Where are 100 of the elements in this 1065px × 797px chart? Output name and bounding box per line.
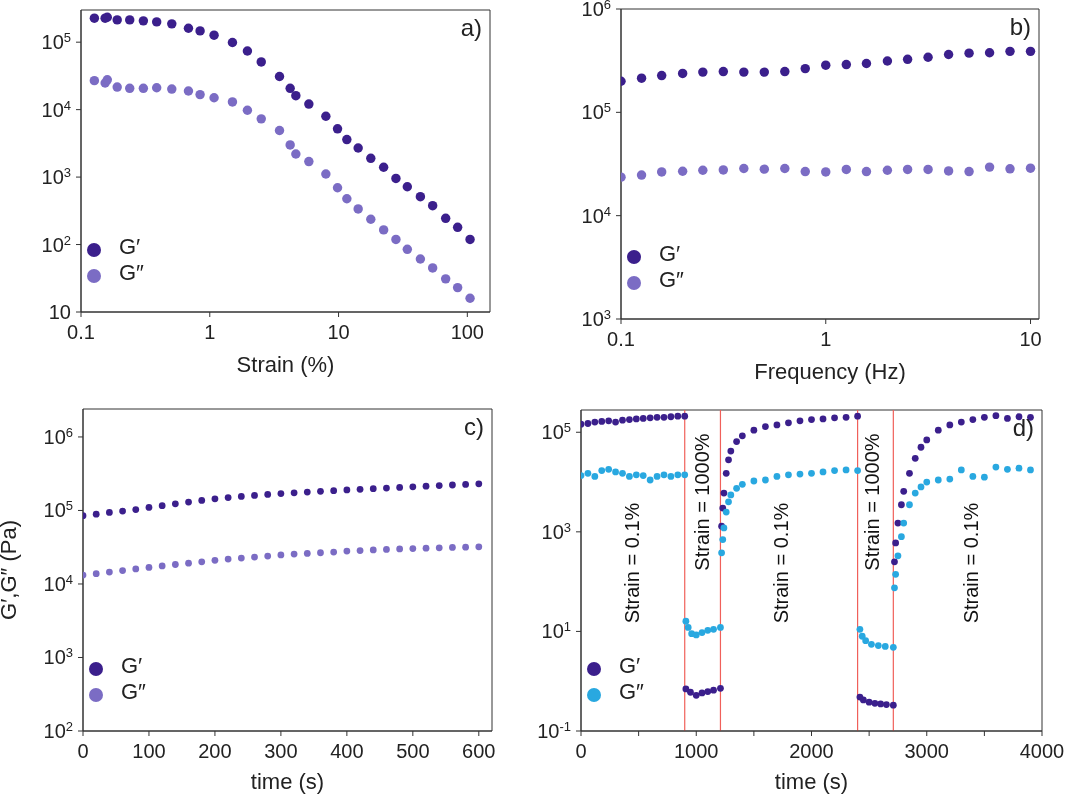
point: [106, 568, 113, 576]
y-tick-label: 10$^{3}$: [41, 164, 71, 189]
annotation: c): [464, 413, 484, 441]
point: [132, 506, 140, 513]
x-tick-label: 10: [327, 321, 350, 343]
x-axis-title: time (s): [774, 769, 849, 794]
point: [251, 492, 258, 499]
point: [435, 544, 443, 552]
y-tick-label: 10$^{6}$: [581, 0, 611, 20]
point: [1005, 46, 1015, 57]
point: [475, 480, 483, 488]
legend-label: G′: [619, 653, 641, 678]
x-axis-title: Strain (%): [236, 352, 335, 377]
point: [759, 164, 770, 174]
x-tick-label: 1: [204, 321, 216, 343]
x-tick-label: 1000: [674, 740, 719, 762]
point: [449, 481, 456, 489]
x-tick-label: 0.1: [607, 328, 635, 350]
point: [171, 500, 179, 508]
point: [145, 564, 153, 571]
annotation: Strain = 1000%: [690, 433, 714, 571]
x-tick-label: 600: [462, 740, 496, 762]
y-tick-label: 10$^{5}$: [43, 497, 73, 522]
point: [435, 482, 443, 489]
annotation: Strain = 1000%: [860, 433, 884, 571]
point: [330, 548, 338, 556]
point: [198, 497, 206, 504]
x-tick-label: 500: [396, 740, 430, 762]
point: [383, 484, 390, 492]
point: [656, 167, 667, 177]
point: [185, 559, 192, 567]
y-tick-label: 10$^{-1}$: [537, 718, 571, 742]
point: [383, 546, 390, 553]
point: [145, 504, 153, 511]
y-tick-label: 10$^{3}$: [541, 519, 571, 543]
x-axis-title: Frequency (Hz): [754, 359, 906, 384]
y-tick-label: 10$^{4}$: [41, 97, 71, 121]
point: [800, 63, 810, 74]
y-tick-label: 10$^{5}$: [581, 99, 611, 124]
y-tick-label: 10$^{3}$: [581, 306, 611, 330]
x-tick-label: 1: [820, 328, 832, 350]
point: [841, 59, 852, 70]
point: [211, 556, 219, 564]
point: [158, 562, 166, 570]
point: [677, 68, 688, 79]
point: [759, 67, 770, 77]
point: [677, 166, 688, 176]
point: [841, 164, 852, 175]
point: [984, 48, 995, 58]
point: [943, 166, 954, 176]
point: [356, 547, 364, 554]
y-tick-label: 10$^{3}$: [43, 644, 73, 669]
annotation: b): [1009, 13, 1031, 41]
point: [369, 485, 377, 493]
point: [698, 67, 708, 77]
y-tick-label: 10$^{4}$: [581, 203, 611, 227]
point: [475, 543, 483, 551]
point: [343, 486, 351, 494]
point: [277, 490, 285, 497]
point: [821, 167, 831, 177]
point: [409, 483, 417, 491]
y-tick-label: 10$^{2}$: [43, 718, 73, 742]
point: [861, 58, 872, 69]
x-axis-title: time (s): [250, 769, 325, 794]
x-tick-label: 300: [264, 740, 298, 762]
point: [698, 165, 708, 175]
point: [902, 164, 913, 175]
point: [237, 554, 245, 562]
x-tick-label: 0: [575, 740, 587, 762]
legend-label: G′: [659, 241, 681, 266]
point: [409, 545, 417, 552]
point: [290, 550, 298, 558]
x-tick-label: 0: [77, 740, 89, 762]
point: [396, 545, 404, 553]
annotation: Strain = 0.1%: [769, 503, 793, 624]
x-tick-label: 10: [1019, 328, 1042, 350]
point: [277, 551, 285, 559]
x-tick-label: 0.1: [67, 321, 95, 343]
point: [92, 510, 100, 518]
point: [422, 482, 430, 490]
point: [264, 491, 272, 498]
legend-label: G″: [121, 679, 146, 704]
point: [636, 170, 647, 180]
point: [317, 487, 324, 495]
point: [984, 162, 995, 172]
point: [198, 558, 206, 566]
point: [780, 66, 790, 77]
y-tick-label: 10$^{5}$: [41, 29, 71, 54]
point: [923, 52, 933, 62]
y-tick-label: 10$^{6}$: [43, 424, 73, 448]
point: [317, 549, 324, 557]
point: [780, 163, 790, 174]
point: [264, 552, 272, 560]
y-tick-label: 10$^{4}$: [43, 571, 73, 595]
point: [656, 70, 667, 81]
point: [224, 494, 232, 501]
point: [964, 166, 974, 177]
legend-label: G″: [659, 267, 684, 292]
point: [106, 509, 113, 516]
point: [449, 544, 456, 551]
